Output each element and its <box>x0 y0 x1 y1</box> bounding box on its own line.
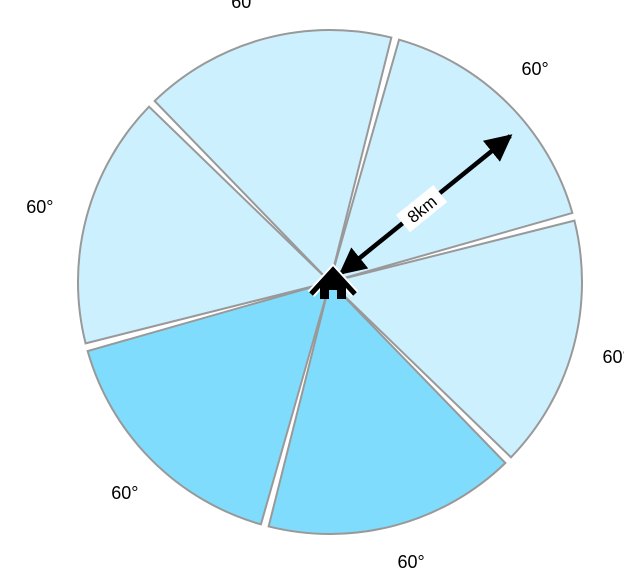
sector-1 <box>328 219 583 459</box>
sector-4-angle-label: 60° <box>26 197 53 217</box>
sector-1-angle-label: 60° <box>602 347 624 367</box>
sector-6-angle-label: 60° <box>521 59 548 79</box>
sector-5 <box>153 29 393 284</box>
sector-3 <box>86 280 332 526</box>
sector-5-angle-label: 60° <box>231 0 258 12</box>
sector-4 <box>77 105 332 345</box>
sector-2 <box>267 280 507 535</box>
sector-2-angle-label: 60° <box>397 552 424 569</box>
sector-3-angle-label: 60° <box>111 483 138 503</box>
house-icon <box>307 263 359 299</box>
